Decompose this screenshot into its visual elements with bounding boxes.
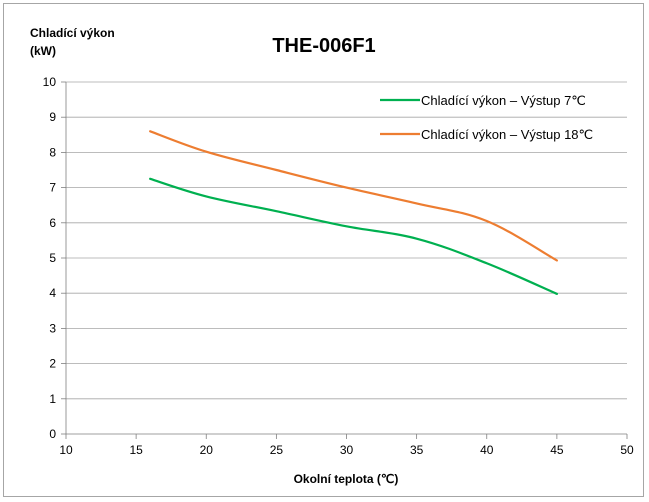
x-tick-label-40: 40 <box>480 443 494 457</box>
x-tick-label-20: 20 <box>200 443 214 457</box>
x-tick-label-10: 10 <box>59 443 73 457</box>
y-tick-label-6: 6 <box>49 216 56 230</box>
y-tick-label-9: 9 <box>49 110 56 124</box>
y-tick-label-10: 10 <box>43 75 57 89</box>
y-tick-label-3: 3 <box>49 321 56 335</box>
chart-title: THE-006F1 <box>272 35 375 57</box>
series-line-2 <box>149 130 558 262</box>
y-tick-label-0: 0 <box>49 427 56 441</box>
x-tick-label-45: 45 <box>550 443 564 457</box>
x-tick-label-50: 50 <box>620 443 634 457</box>
y-tick-label-4: 4 <box>49 286 56 300</box>
x-tick-labels: 10 15 20 25 30 35 40 45 50 <box>59 443 634 457</box>
y-tick-label-5: 5 <box>49 251 56 265</box>
x-tick-label-25: 25 <box>270 443 284 457</box>
axes <box>61 81 628 439</box>
x-tick-label-15: 15 <box>129 443 143 457</box>
x-tick-label-35: 35 <box>410 443 424 457</box>
x-tick-label-30: 30 <box>340 443 354 457</box>
y-tick-label-7: 7 <box>49 181 56 195</box>
y-tick-label-1: 1 <box>49 392 56 406</box>
y-tick-label-2: 2 <box>49 357 56 371</box>
series-lines <box>149 130 558 295</box>
series-line-1 <box>149 177 558 295</box>
gridlines <box>66 81 627 400</box>
legend-label-2: Chladící výkon – Výstup 18℃ <box>421 127 593 142</box>
legend: Chladící výkon – Výstup 7℃ Chladící výkon… <box>380 93 593 142</box>
y-tick-label-8: 8 <box>49 145 56 159</box>
x-axis-label: Okolní teplota (℃) <box>294 472 399 486</box>
y-axis-label-line2: (kW) <box>30 44 56 58</box>
chart-frame <box>3 3 644 497</box>
y-axis-label-line1: Chladící výkon <box>30 26 115 40</box>
legend-label-1: Chladící výkon – Výstup 7℃ <box>421 93 586 108</box>
y-tick-labels: 0 1 2 3 4 5 6 7 8 9 10 <box>43 75 57 441</box>
